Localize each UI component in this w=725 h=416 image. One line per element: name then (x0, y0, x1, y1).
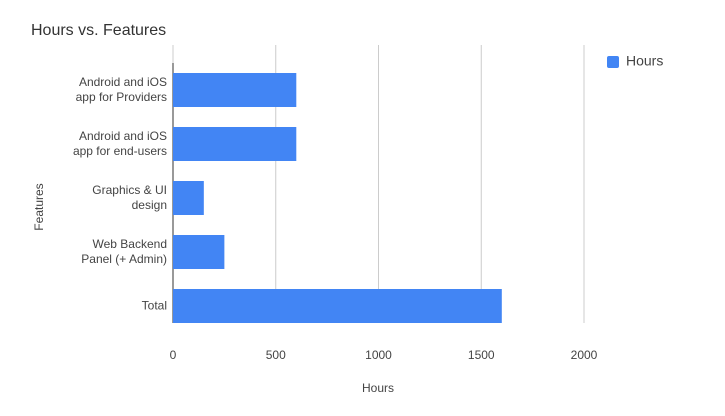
legend-label: Hours (626, 53, 663, 69)
x-axis-title: Hours (362, 381, 394, 395)
x-tick-label: 1000 (365, 348, 392, 362)
x-tick-label: 1500 (468, 348, 495, 362)
y-tick-label: Android and iOS app for Providers (75, 75, 167, 104)
y-tick-label: Total (141, 298, 167, 313)
legend-swatch (607, 56, 619, 68)
bar (173, 181, 204, 215)
bar (173, 73, 297, 107)
bar (173, 235, 225, 269)
y-axis-title: Features (32, 183, 46, 230)
y-tick-label: Web Backend Panel (+ Admin) (81, 237, 167, 266)
bar (173, 127, 297, 161)
x-tick-label: 0 (170, 348, 177, 362)
x-tick-label: 2000 (571, 348, 598, 362)
x-tick-label: 500 (266, 348, 286, 362)
y-tick-label: Graphics & UI design (92, 183, 167, 212)
bar (173, 289, 502, 323)
chart-title: Hours vs. Features (31, 22, 166, 39)
y-tick-label: Android and iOS app for end-users (72, 129, 167, 158)
